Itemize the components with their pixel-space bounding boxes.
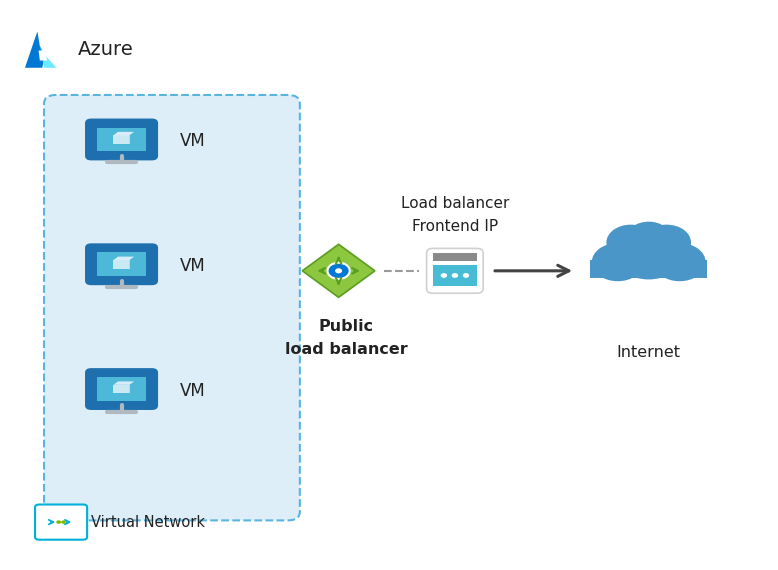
FancyBboxPatch shape xyxy=(96,377,146,401)
FancyBboxPatch shape xyxy=(590,260,707,278)
Circle shape xyxy=(642,225,691,260)
Polygon shape xyxy=(114,385,130,393)
Polygon shape xyxy=(25,31,45,68)
Circle shape xyxy=(615,229,683,279)
Polygon shape xyxy=(303,245,375,298)
Polygon shape xyxy=(130,132,135,144)
Polygon shape xyxy=(114,256,135,260)
Circle shape xyxy=(335,268,342,274)
Circle shape xyxy=(328,263,349,279)
Text: Azure: Azure xyxy=(77,39,133,59)
Circle shape xyxy=(463,273,469,278)
FancyBboxPatch shape xyxy=(96,253,146,276)
Polygon shape xyxy=(114,260,130,268)
Polygon shape xyxy=(114,135,130,144)
FancyBboxPatch shape xyxy=(85,119,158,160)
Circle shape xyxy=(654,243,706,281)
FancyBboxPatch shape xyxy=(85,243,158,285)
Circle shape xyxy=(606,225,655,260)
Text: load balancer: load balancer xyxy=(285,342,408,357)
Text: VM: VM xyxy=(180,132,205,150)
FancyBboxPatch shape xyxy=(85,368,158,410)
Text: Virtual Network: Virtual Network xyxy=(90,515,205,530)
Circle shape xyxy=(592,243,644,281)
Circle shape xyxy=(440,273,447,278)
Text: VM: VM xyxy=(180,382,205,400)
Circle shape xyxy=(61,520,66,524)
FancyBboxPatch shape xyxy=(96,128,146,151)
Polygon shape xyxy=(114,381,135,385)
FancyBboxPatch shape xyxy=(433,253,477,261)
FancyBboxPatch shape xyxy=(35,504,87,540)
Polygon shape xyxy=(37,31,57,68)
FancyBboxPatch shape xyxy=(433,265,477,286)
Text: Frontend IP: Frontend IP xyxy=(412,219,498,234)
Polygon shape xyxy=(114,132,135,135)
Polygon shape xyxy=(130,381,135,393)
Text: Load balancer: Load balancer xyxy=(401,196,509,211)
Circle shape xyxy=(56,520,61,524)
Polygon shape xyxy=(130,256,135,268)
FancyBboxPatch shape xyxy=(44,95,300,520)
Circle shape xyxy=(626,222,671,255)
Text: Internet: Internet xyxy=(617,344,681,360)
FancyBboxPatch shape xyxy=(426,249,483,293)
Text: VM: VM xyxy=(180,257,205,275)
Polygon shape xyxy=(39,51,47,60)
Text: Public: Public xyxy=(319,319,374,334)
Circle shape xyxy=(452,273,458,278)
